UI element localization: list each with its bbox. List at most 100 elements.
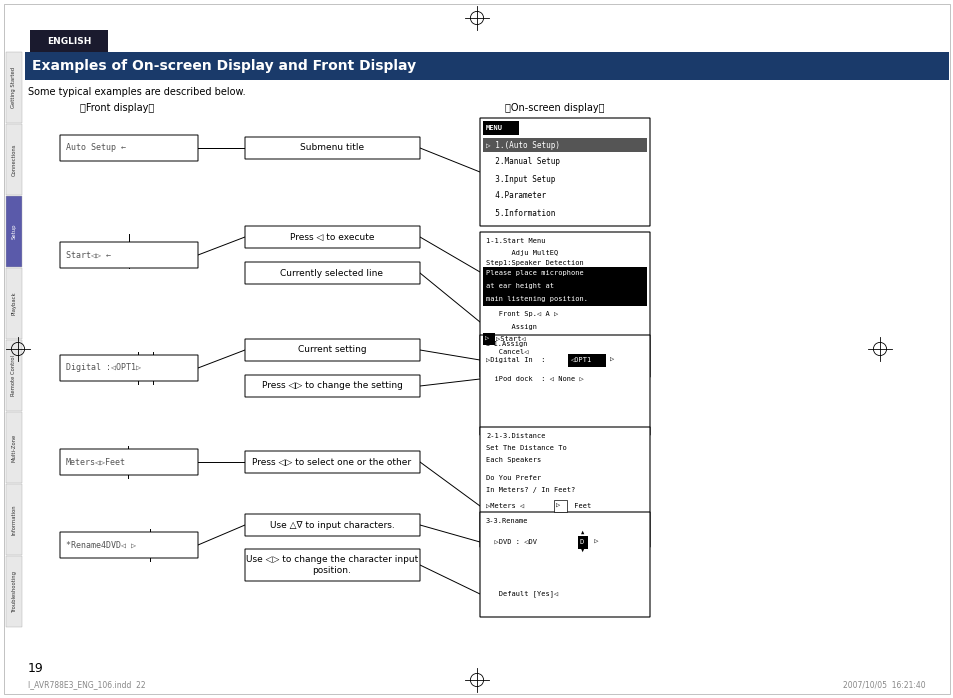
Text: Multi-Zone: Multi-Zone (11, 433, 16, 461)
Text: ▼: ▼ (580, 547, 584, 553)
Text: at ear height at: at ear height at (485, 283, 554, 289)
Text: In Meters? / In Feet?: In Meters? / In Feet? (485, 487, 575, 493)
Text: 2.Manual Setup: 2.Manual Setup (485, 158, 559, 167)
Bar (578, 536, 587, 549)
Text: Adju MultEQ: Adju MultEQ (485, 250, 558, 256)
Text: Start◁▷ ←: Start◁▷ ← (66, 251, 111, 260)
FancyBboxPatch shape (479, 427, 649, 547)
Text: Press ◁▷ to change the setting: Press ◁▷ to change the setting (261, 382, 402, 390)
Text: Use △∇ to input characters.: Use △∇ to input characters. (270, 521, 394, 530)
FancyBboxPatch shape (245, 451, 419, 473)
FancyBboxPatch shape (479, 118, 649, 226)
Text: Front Sp.◁ A ▷: Front Sp.◁ A ▷ (485, 311, 558, 317)
Bar (6, 124, 22, 195)
Text: ▲: ▲ (580, 530, 584, 535)
Text: Please place microphone: Please place microphone (485, 270, 583, 276)
Text: 4.Parameter: 4.Parameter (485, 191, 545, 200)
Text: 【Front display】: 【Front display】 (80, 103, 154, 113)
Text: Connections: Connections (11, 143, 16, 176)
Text: 2007/10/05  16:21:40: 2007/10/05 16:21:40 (842, 681, 925, 690)
FancyBboxPatch shape (60, 355, 198, 381)
Text: Submenu title: Submenu title (299, 144, 364, 152)
Text: ▷: ▷ (589, 539, 598, 545)
Text: Current setting: Current setting (297, 346, 366, 355)
FancyBboxPatch shape (479, 232, 649, 377)
Text: 【On-screen display】: 【On-screen display】 (504, 103, 604, 113)
Bar (30, 30, 108, 52)
FancyBboxPatch shape (245, 262, 419, 284)
Bar (554, 500, 566, 512)
Text: Information: Information (11, 504, 16, 535)
Bar (482, 267, 646, 280)
Bar (6, 484, 22, 555)
FancyBboxPatch shape (60, 449, 198, 475)
Bar (482, 121, 518, 135)
Bar (482, 293, 646, 306)
Text: Press ◁ to execute: Press ◁ to execute (290, 232, 374, 242)
Bar (6, 556, 22, 627)
FancyBboxPatch shape (245, 375, 419, 397)
Text: ▷: ▷ (484, 336, 489, 342)
Text: 19: 19 (28, 662, 44, 674)
Text: Cancel◁: Cancel◁ (485, 349, 528, 355)
Bar (6, 268, 22, 339)
Text: Feet: Feet (569, 503, 591, 509)
Text: Press ◁▷ to select one or the other: Press ◁▷ to select one or the other (253, 457, 411, 466)
Text: 3-1.Assign: 3-1.Assign (485, 341, 528, 347)
Text: Default [Yes]◁: Default [Yes]◁ (485, 591, 558, 597)
FancyBboxPatch shape (245, 514, 419, 536)
Bar (482, 280, 646, 293)
Text: Digital :◁OPT1▷: Digital :◁OPT1▷ (66, 364, 141, 373)
FancyBboxPatch shape (479, 335, 649, 435)
Text: 3-3.Rename: 3-3.Rename (485, 518, 528, 524)
Bar (6, 196, 22, 267)
Text: Assign: Assign (485, 324, 537, 330)
Text: ▷DVD : ◁DV: ▷DVD : ◁DV (485, 539, 537, 545)
Bar (482, 333, 495, 345)
Text: Each Speakers: Each Speakers (485, 457, 540, 463)
Text: Use ◁▷ to change the character input
position.: Use ◁▷ to change the character input pos… (246, 556, 417, 574)
FancyBboxPatch shape (60, 532, 198, 558)
Text: Meters◁▷Feet: Meters◁▷Feet (66, 457, 126, 466)
Text: Playback: Playback (11, 292, 16, 315)
Text: 1-1.Start Menu: 1-1.Start Menu (485, 238, 545, 244)
Bar (25, 52, 948, 80)
Text: I_AVR788E3_ENG_106.indd  22: I_AVR788E3_ENG_106.indd 22 (28, 681, 146, 690)
Text: Examples of On-screen Display and Front Display: Examples of On-screen Display and Front … (32, 59, 416, 73)
FancyBboxPatch shape (60, 242, 198, 268)
Text: iPod dock  : ◁ None ▷: iPod dock : ◁ None ▷ (485, 376, 583, 382)
Text: 2-1-3.Distance: 2-1-3.Distance (485, 433, 545, 439)
FancyBboxPatch shape (245, 226, 419, 248)
Text: 3.Input Setup: 3.Input Setup (485, 174, 555, 184)
Text: ▷: ▷ (609, 357, 614, 363)
Text: Troubleshooting: Troubleshooting (11, 570, 16, 613)
Text: MENU: MENU (485, 125, 502, 131)
Text: ▷ 1.(Auto Setup): ▷ 1.(Auto Setup) (485, 140, 559, 149)
Bar (567, 354, 605, 367)
FancyBboxPatch shape (245, 549, 419, 581)
Bar (6, 412, 22, 483)
Text: Getting Started: Getting Started (11, 67, 16, 108)
FancyBboxPatch shape (245, 137, 419, 159)
Text: Auto Setup ←: Auto Setup ← (66, 144, 126, 152)
Text: ▷Meters ◁: ▷Meters ◁ (485, 503, 524, 509)
Text: Do You Prefer: Do You Prefer (485, 475, 540, 481)
Text: ENGLISH: ENGLISH (47, 36, 91, 45)
Text: Some typical examples are described below.: Some typical examples are described belo… (28, 87, 245, 97)
Text: main listening position.: main listening position. (485, 296, 587, 302)
Text: ▷Digital In  :: ▷Digital In : (485, 357, 545, 363)
Text: ◁OPT1: ◁OPT1 (569, 357, 591, 363)
Bar (6, 340, 22, 411)
Text: ▷Start◁: ▷Start◁ (496, 336, 525, 342)
FancyBboxPatch shape (479, 512, 649, 617)
Text: *Rename4DVD◁ ▷: *Rename4DVD◁ ▷ (66, 540, 136, 549)
Text: ▷: ▷ (556, 503, 559, 509)
FancyBboxPatch shape (245, 339, 419, 361)
Text: D: D (579, 539, 583, 545)
FancyBboxPatch shape (60, 135, 198, 161)
Text: Set The Distance To: Set The Distance To (485, 445, 566, 451)
Text: Remote Control: Remote Control (11, 355, 16, 396)
Text: Setup: Setup (11, 224, 16, 239)
Bar (6, 52, 22, 123)
Text: 5.Information: 5.Information (485, 209, 555, 218)
